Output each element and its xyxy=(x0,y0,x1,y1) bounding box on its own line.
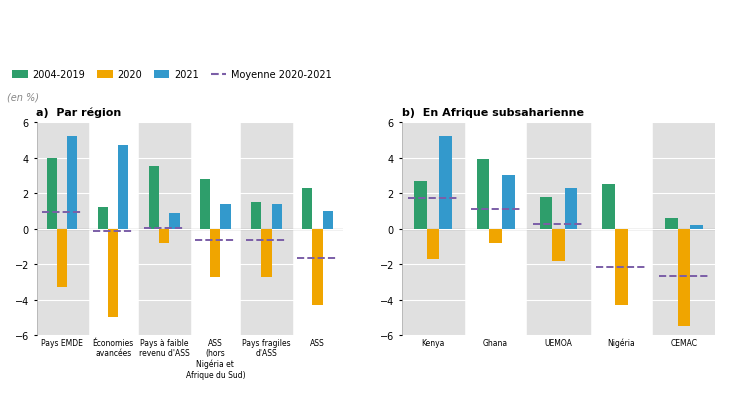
Text: (en %): (en %) xyxy=(7,92,39,102)
Bar xyxy=(302,188,312,229)
Bar xyxy=(251,202,261,229)
Bar xyxy=(312,229,323,305)
Bar xyxy=(653,123,715,335)
Bar xyxy=(414,181,426,229)
Bar xyxy=(615,229,628,305)
Bar xyxy=(139,123,190,335)
Bar xyxy=(691,225,703,229)
Bar xyxy=(57,229,67,288)
Bar xyxy=(149,167,159,229)
Bar xyxy=(527,123,590,335)
Bar xyxy=(477,160,489,229)
Bar xyxy=(272,204,282,229)
Bar xyxy=(220,204,231,229)
Bar xyxy=(602,185,615,229)
Bar xyxy=(200,180,210,229)
Bar xyxy=(67,137,77,229)
Bar xyxy=(439,137,452,229)
Bar xyxy=(169,213,180,229)
Bar xyxy=(47,158,57,229)
Bar xyxy=(489,229,502,243)
Bar xyxy=(665,218,677,229)
Bar xyxy=(502,176,515,229)
Bar xyxy=(36,123,88,335)
Bar xyxy=(118,146,128,229)
Bar xyxy=(539,197,552,229)
Bar xyxy=(565,188,577,229)
Bar xyxy=(261,229,272,277)
Bar xyxy=(159,229,169,243)
Bar xyxy=(677,229,691,326)
Bar xyxy=(210,229,220,277)
Bar xyxy=(323,211,333,229)
Bar xyxy=(241,123,292,335)
Bar xyxy=(108,229,118,318)
Legend: 2004-2019, 2020, 2021, Moyenne 2020-2021: 2004-2019, 2020, 2021, Moyenne 2020-2021 xyxy=(12,70,332,80)
Bar xyxy=(552,229,565,261)
Bar xyxy=(98,208,108,229)
Text: b)  En Afrique subsaharienne: b) En Afrique subsaharienne xyxy=(402,108,583,118)
Bar xyxy=(402,123,464,335)
Bar xyxy=(426,229,439,259)
Text: a)  Par région: a) Par région xyxy=(36,107,122,118)
